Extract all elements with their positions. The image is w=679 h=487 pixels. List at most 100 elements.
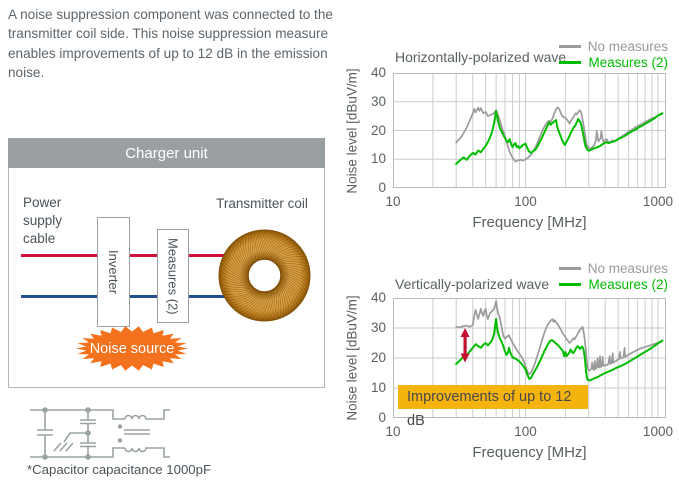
coil-winding [277, 286, 282, 319]
coil-winding [228, 290, 259, 304]
coil-winding [223, 255, 248, 278]
coil-winding [230, 291, 260, 307]
legend-label: Measures (2) [588, 277, 668, 292]
coil-winding [266, 239, 294, 259]
coil-winding [279, 281, 293, 312]
coil-winding [255, 229, 264, 262]
coil-winding [258, 291, 272, 321]
legend-measures: Measures (2) [559, 277, 668, 292]
coil-winding [281, 276, 303, 302]
coil-winding [226, 290, 257, 301]
legend-no-measures: No measures [558, 39, 668, 54]
coil-winding [252, 230, 257, 263]
coil-winding [280, 280, 296, 310]
coil-winding [265, 289, 274, 322]
chart-title: Horizontally-polarized wave [395, 49, 567, 65]
chart-title: Vertically-polarized wave [395, 276, 550, 292]
coil-winding [257, 230, 271, 260]
series-measures-2- [455, 318, 664, 382]
coil-winding [280, 268, 310, 282]
coil-winding [236, 239, 250, 270]
coil-winding [233, 291, 261, 309]
y-tick-30: 30 [370, 320, 386, 335]
series-no-measures [455, 106, 664, 163]
starburst-icon [76, 326, 188, 371]
x-tick-100: 100 [514, 424, 537, 439]
coil-winding [258, 230, 275, 260]
legend-swatch-gray [558, 267, 581, 270]
legend-label: Measures (2) [588, 55, 668, 70]
coil-winding [261, 232, 281, 259]
coil-winding [221, 259, 248, 279]
coil-winding [218, 273, 250, 284]
coil-winding [231, 244, 249, 272]
x-tick-1000: 1000 [642, 424, 673, 439]
y-tick-40: 40 [370, 290, 386, 305]
y-tick-30: 30 [370, 93, 386, 109]
plot-border [393, 73, 666, 188]
x-axis-label: Frequency [MHz] [472, 444, 587, 461]
coil-winding [262, 234, 285, 259]
legend-swatch-gray [558, 45, 581, 48]
coil-winding [222, 288, 255, 295]
y-tick-10: 10 [370, 151, 386, 167]
coil-winding [245, 233, 252, 266]
y-tick-20: 20 [370, 122, 386, 138]
coil-winding [247, 232, 252, 265]
inverter-box: Inverter [97, 217, 130, 327]
coil-winding [265, 237, 291, 259]
legend-label: No measures [587, 261, 668, 276]
y-tick-0: 0 [378, 180, 386, 195]
coil-winding [273, 253, 305, 262]
y-tick-20: 20 [370, 350, 386, 365]
coil-winding [281, 277, 301, 305]
coil-winding [279, 283, 290, 314]
coil-winding [224, 252, 248, 276]
coil-winding [219, 269, 249, 283]
noise-source-label: Noise source [89, 340, 175, 357]
measures-box: Measures (2) [157, 229, 189, 323]
coil-winding [279, 267, 311, 278]
coil-winding [224, 289, 256, 298]
coil-winding [268, 242, 296, 260]
legend-swatch-green [559, 61, 582, 64]
coil-winding [280, 269, 310, 286]
y-tick-0: 0 [378, 410, 386, 425]
coil-winding [235, 292, 263, 312]
chart-horizontally-polarized: Horizontally-polarized wave No measures … [345, 39, 673, 231]
coil-winding [256, 229, 267, 261]
coil-winding [277, 263, 310, 268]
plot-border [393, 298, 666, 418]
legend-no-measures: No measures [558, 261, 668, 276]
coil-winding [233, 241, 249, 271]
coil-winding [264, 235, 288, 259]
coil-winding [219, 283, 252, 288]
coil-winding [218, 276, 251, 285]
charger-unit-figure: Charger unit Power supply cable Transmit… [8, 138, 325, 388]
plot-area-horizontal [393, 73, 666, 188]
x-tick-10: 10 [385, 194, 401, 209]
y-tick-40: 40 [370, 65, 386, 80]
coil-winding [238, 292, 264, 314]
legend-measures: Measures (2) [559, 55, 668, 70]
intro-text: A noise suppression component was connec… [8, 7, 333, 81]
coil-winding [272, 250, 303, 261]
x-axis-label: Frequency [MHz] [472, 214, 587, 231]
y-tick-10: 10 [370, 380, 386, 395]
coil-winding [278, 264, 310, 271]
coil-winding [254, 291, 271, 321]
series-measures-2- [455, 109, 664, 165]
coil-winding [250, 231, 253, 264]
plot-area-vertical [393, 298, 666, 418]
coil-winding [221, 288, 254, 293]
noise-source-burst: Noise source [74, 325, 190, 372]
coil-winding [239, 237, 250, 268]
coil-graphic [218, 229, 311, 322]
chart-vertically-polarized: Vertically-polarized wave No measures Me… [345, 261, 673, 461]
coil-winding [219, 280, 251, 287]
coil-winding [260, 231, 278, 260]
coil-winding [269, 244, 299, 260]
x-tick-10: 10 [385, 424, 401, 439]
coil-winding [269, 289, 276, 321]
coil-winding [228, 246, 248, 274]
